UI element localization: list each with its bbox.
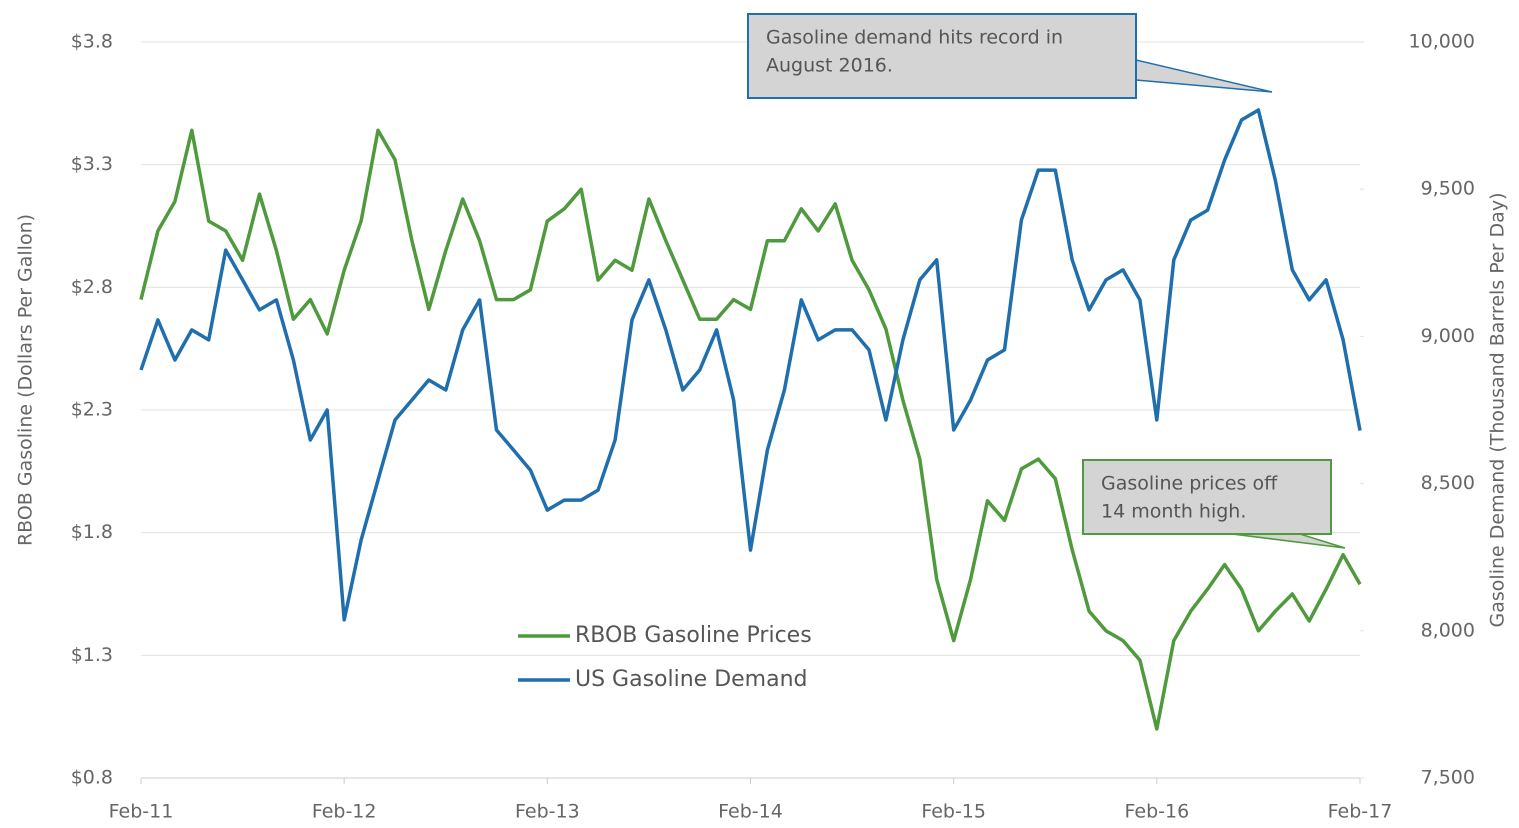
y-tick-label: $3.8 [71, 31, 113, 53]
callout-text: August 2016. [766, 55, 893, 77]
x-tick-label: Feb-14 [718, 801, 783, 823]
x-tick-label: Feb-11 [109, 801, 174, 823]
x-tick-label: Feb-17 [1328, 801, 1393, 823]
x-tick-label: Feb-12 [312, 801, 377, 823]
series-line [139, 128, 1362, 731]
y-tick-label: $2.3 [71, 399, 113, 421]
x-tick-label: Feb-16 [1124, 801, 1189, 823]
callout-text: Gasoline prices off [1101, 473, 1278, 495]
y2-tick-label: 7,500 [1421, 767, 1475, 789]
y-tick-label: $1.8 [71, 521, 113, 543]
series-line [139, 108, 1362, 622]
callout-box [747, 13, 1137, 99]
callout-pointer [1135, 59, 1273, 93]
callout-box [1082, 459, 1332, 535]
y2-tick-label: 9,000 [1421, 325, 1475, 347]
y2-tick-label: 8,500 [1421, 472, 1475, 494]
x-tick-label: Feb-13 [515, 801, 580, 823]
callout-text: 14 month high. [1101, 501, 1246, 523]
y-tick-label: $0.8 [71, 767, 113, 789]
legend-label: RBOB Gasoline Prices [575, 623, 812, 648]
legend-label: US Gasoline Demand [575, 667, 808, 692]
y2-tick-label: 10,000 [1409, 31, 1475, 53]
y2-tick-label: 9,500 [1421, 178, 1475, 200]
y-tick-label: $3.3 [71, 153, 113, 175]
y-tick-label: $1.3 [71, 644, 113, 666]
callout-text: Gasoline demand hits record in [766, 27, 1063, 49]
y-tick-label: $2.8 [71, 276, 113, 298]
y-axis-label: RBOB Gasoline (Dollars Per Gallon) [15, 214, 37, 546]
y2-axis-label: Gasoline Demand (Thousand Barrels Per Da… [1487, 193, 1509, 628]
x-tick-label: Feb-15 [921, 801, 986, 823]
y2-tick-label: 8,000 [1421, 619, 1475, 641]
